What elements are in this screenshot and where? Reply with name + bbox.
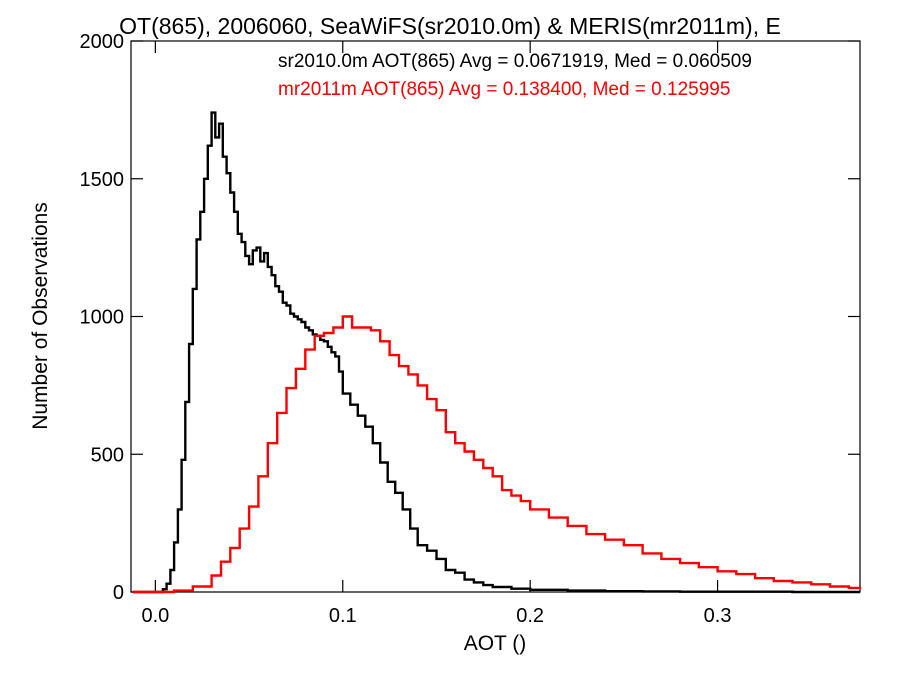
series-layer xyxy=(132,111,862,594)
y-tick-label: 500 xyxy=(91,444,124,466)
y-tick-label: 1000 xyxy=(80,307,125,329)
chart-title: OT(865), 2006060, SeaWiFS(sr2010.0m) & M… xyxy=(119,13,781,39)
series-line-black xyxy=(132,111,860,594)
y-tick-label: 2000 xyxy=(80,31,125,53)
x-axis: 0.0 0.1 0.2 0.3 xyxy=(141,41,731,627)
legend-entry-red: mr2011m AOT(865) Avg = 0.138400, Med = 0… xyxy=(278,79,730,100)
legend-entry-black: sr2010.0m AOT(865) Avg = 0.0671919, Med … xyxy=(278,51,752,72)
y-axis-label: Number of Observations xyxy=(29,202,52,430)
legend: sr2010.0m AOT(865) Avg = 0.0671919, Med … xyxy=(278,51,752,100)
x-tick-label: 0.3 xyxy=(704,605,732,627)
x-axis-label: AOT () xyxy=(464,632,527,655)
y-tick-label: 1500 xyxy=(80,169,125,191)
x-tick-label: 0.0 xyxy=(141,605,169,627)
y-axis: 0 500 1000 1500 2000 xyxy=(80,31,860,604)
plot-frame xyxy=(130,40,861,593)
x-tick-label: 0.2 xyxy=(516,605,544,627)
y-tick-label: 0 xyxy=(113,582,124,604)
x-tick-label: 0.1 xyxy=(329,605,357,627)
series-line-red xyxy=(132,315,862,594)
